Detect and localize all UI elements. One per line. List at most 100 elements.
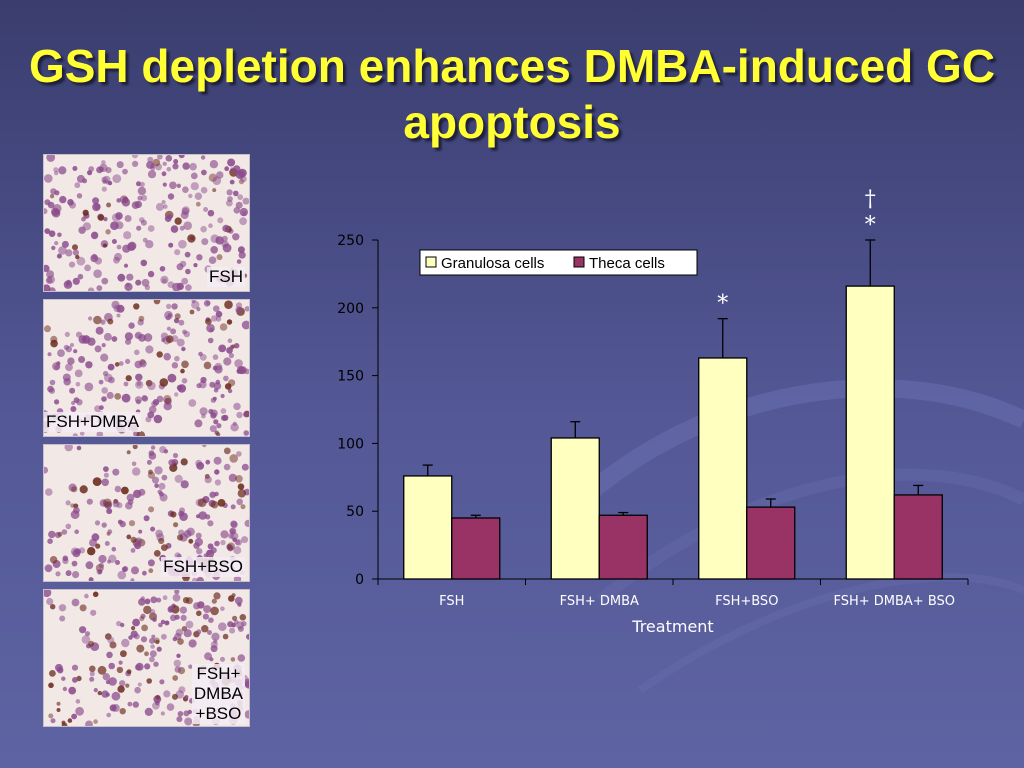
tissue-cell	[233, 207, 241, 214]
tissue-cell	[177, 711, 184, 717]
tissue-cell	[182, 186, 189, 193]
tissue-cell	[243, 411, 249, 418]
tissue-cell	[126, 534, 132, 540]
tissue-cell	[241, 211, 247, 216]
tissue-cell	[57, 232, 62, 238]
tissue-cell	[75, 706, 84, 716]
tissue-cell	[147, 471, 155, 479]
tissue-cell	[176, 653, 181, 658]
tissue-cell	[227, 542, 235, 551]
tissue-cell	[164, 620, 170, 626]
tissue-cell	[48, 230, 56, 237]
tissue-cell	[106, 712, 111, 718]
tissue-cell	[124, 215, 132, 222]
legend-box	[419, 249, 698, 276]
tissue-cell	[237, 483, 245, 490]
tissue-cell	[170, 328, 177, 335]
panel-label: FSH+DMBA	[44, 412, 142, 432]
tissue-cell	[208, 617, 214, 623]
tissue-cell	[126, 273, 134, 281]
tissue-cell	[207, 209, 215, 217]
tissue-cell	[79, 431, 85, 436]
tissue-cell	[172, 693, 178, 700]
tissue-cell	[131, 155, 139, 159]
tissue-cell	[101, 387, 108, 394]
tissue-cell	[140, 219, 147, 226]
tissue-cell	[114, 252, 122, 261]
tissue-cell	[166, 326, 171, 331]
tissue-cell	[221, 235, 228, 242]
tissue-cell	[126, 493, 135, 502]
tissue-cell	[209, 160, 219, 169]
tissue-cell	[204, 476, 212, 484]
tissue-cell	[173, 522, 179, 528]
tissue-cell	[163, 690, 171, 698]
tissue-cell	[242, 197, 249, 205]
tissue-cell	[232, 165, 241, 173]
tissue-cell	[46, 275, 55, 284]
tissue-cell	[61, 676, 66, 681]
tissue-cell	[194, 192, 203, 200]
tissue-cell	[203, 605, 212, 614]
tissue-cell	[198, 511, 207, 520]
tissue-cell	[87, 547, 96, 556]
tissue-cell	[130, 536, 137, 543]
tissue-cell	[61, 529, 68, 535]
tissue-cell	[44, 208, 48, 215]
significance-mark: *	[865, 213, 876, 238]
tissue-cell	[134, 686, 141, 694]
tissue-cell	[214, 479, 221, 486]
tissue-cell	[162, 182, 167, 187]
tissue-cell	[51, 245, 56, 251]
tissue-cell	[180, 614, 187, 621]
tissue-cell	[54, 399, 60, 405]
tissue-cell	[76, 445, 82, 451]
tissue-cell	[171, 362, 179, 369]
tissue-cell	[68, 686, 77, 695]
tissue-cell	[81, 635, 91, 644]
tissue-cell	[212, 365, 218, 371]
tissue-cell	[158, 537, 165, 545]
tissue-cell	[218, 622, 227, 631]
tissue-cell	[90, 231, 99, 240]
tissue-cell	[213, 305, 220, 312]
tissue-cell	[152, 617, 157, 622]
tissue-cell	[61, 722, 68, 726]
bar-chart: 0 50 100 150 200 250 FSH FSH+ DMBA FSH+BSO * FSH+ …	[337, 187, 969, 636]
tissue-cell	[172, 593, 181, 602]
tissue-cell	[170, 511, 177, 518]
tissue-cell	[178, 155, 185, 159]
tissue-cell	[188, 538, 194, 544]
tissue-cell	[151, 634, 156, 639]
tissue-cell	[158, 622, 163, 628]
tissue-cell	[196, 629, 202, 635]
tissue-cell	[146, 459, 152, 465]
tissue-cell	[168, 459, 175, 466]
tissue-cell	[237, 625, 244, 632]
tissue-cell	[139, 616, 145, 622]
tissue-cell	[70, 503, 75, 508]
tissue-cell	[130, 630, 138, 638]
tissue-cell	[184, 251, 191, 258]
tissue-cell	[195, 532, 202, 539]
tissue-cell	[49, 556, 58, 564]
tissue-cell	[92, 197, 100, 205]
bar-granulosa-cells	[403, 475, 453, 580]
tissue-cell	[114, 485, 122, 493]
tissue-cell	[59, 195, 67, 204]
tissue-cell	[97, 214, 105, 221]
tissue-cell	[229, 627, 236, 634]
tissue-cell	[106, 202, 112, 208]
tissue-cell	[64, 331, 70, 337]
tissue-cell	[55, 571, 61, 577]
tissue-cell	[207, 543, 214, 550]
tissue-cell	[169, 181, 177, 190]
tissue-cell	[223, 357, 232, 366]
tissue-cell	[148, 450, 155, 456]
tissue-cell	[217, 499, 226, 507]
tissue-cell	[213, 388, 219, 393]
tissue-cell	[49, 670, 56, 677]
tissue-cell	[71, 400, 76, 406]
tissue-cell	[116, 313, 121, 318]
tissue-cell	[160, 332, 169, 340]
